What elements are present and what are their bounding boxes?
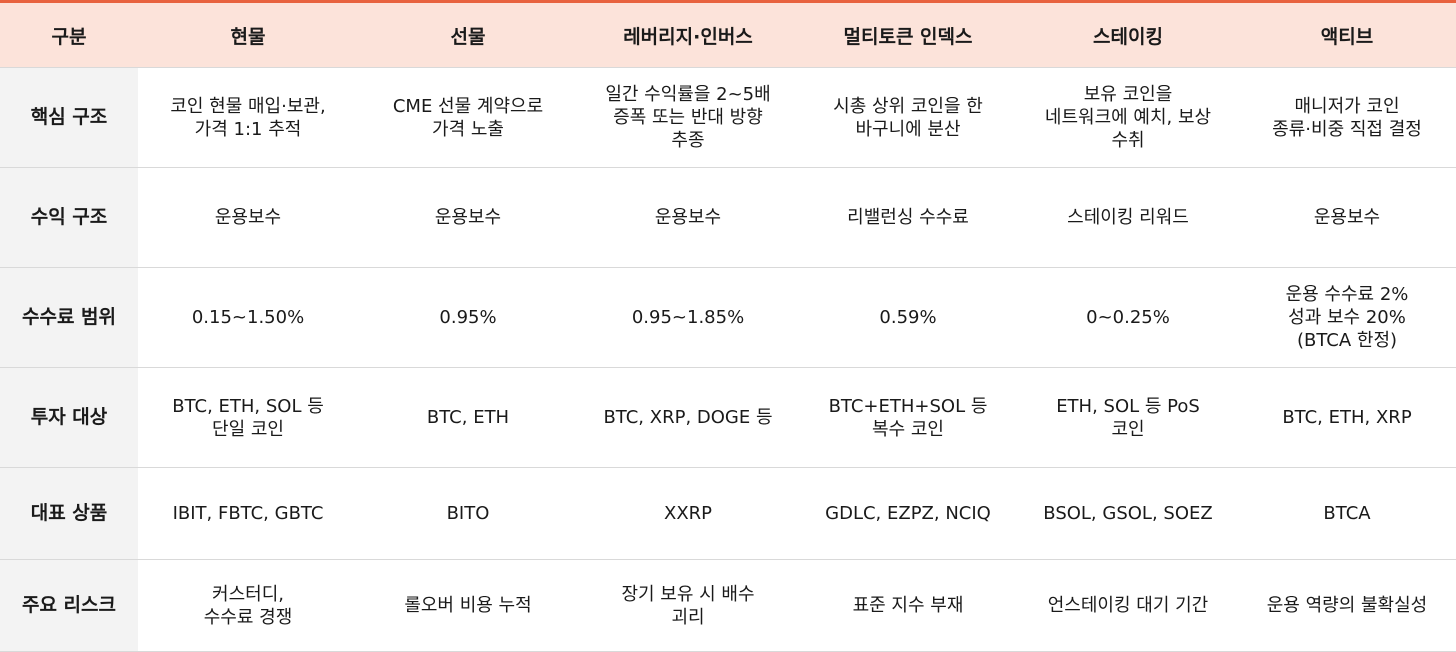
table-cell: BITO <box>358 467 578 560</box>
table-cell: BTCA <box>1238 467 1456 560</box>
table-cell: BTC, ETH <box>358 367 578 468</box>
table-cell: 일간 수익률을 2~5배 증폭 또는 반대 방향 추종 <box>578 67 798 168</box>
table-cell: 0.59% <box>798 267 1018 368</box>
header-staking: 스테이킹 <box>1018 0 1238 68</box>
table-row: 핵심 구조 코인 현물 매입·보관, 가격 1:1 추적 CME 선물 계약으로… <box>0 67 1456 168</box>
table-cell: 운용 역량의 불확실성 <box>1238 559 1456 652</box>
row-label-investment-target: 투자 대상 <box>0 367 138 468</box>
header-active: 액티브 <box>1238 0 1456 68</box>
header-spot: 현물 <box>138 0 358 68</box>
table-cell: 보유 코인을 네트워크에 예치, 보상 수취 <box>1018 67 1238 168</box>
table-row: 투자 대상 BTC, ETH, SOL 등 단일 코인 BTC, ETH BTC… <box>0 367 1456 468</box>
table-cell: BSOL, GSOL, SOEZ <box>1018 467 1238 560</box>
table-cell: 롤오버 비용 누적 <box>358 559 578 652</box>
table-cell: 표준 지수 부재 <box>798 559 1018 652</box>
row-label-fee-range: 수수료 범위 <box>0 267 138 368</box>
row-label-key-risks: 주요 리스크 <box>0 559 138 652</box>
table-cell: ETH, SOL 등 PoS 코인 <box>1018 367 1238 468</box>
table-cell: BTC, XRP, DOGE 등 <box>578 367 798 468</box>
table-cell: BTC, ETH, XRP <box>1238 367 1456 468</box>
table-cell: 매니저가 코인 종류·비중 직접 결정 <box>1238 67 1456 168</box>
table-cell: GDLC, EZPZ, NCIQ <box>798 467 1018 560</box>
table-cell: XXRP <box>578 467 798 560</box>
table-row: 수수료 범위 0.15~1.50% 0.95% 0.95~1.85% 0.59%… <box>0 267 1456 368</box>
table-cell: BTC+ETH+SOL 등 복수 코인 <box>798 367 1018 468</box>
table-cell: 운용보수 <box>578 167 798 268</box>
table-cell: IBIT, FBTC, GBTC <box>138 467 358 560</box>
table-cell: 운용 수수료 2% 성과 보수 20% (BTCA 한정) <box>1238 267 1456 368</box>
row-label-representative-products: 대표 상품 <box>0 467 138 560</box>
header-multi-token-index: 멀티토큰 인덱스 <box>798 0 1018 68</box>
table-cell: 운용보수 <box>358 167 578 268</box>
table-cell: 운용보수 <box>1238 167 1456 268</box>
table-cell: 운용보수 <box>138 167 358 268</box>
table-cell: 0.95~1.85% <box>578 267 798 368</box>
table-cell: 언스테이킹 대기 기간 <box>1018 559 1238 652</box>
table-cell: 코인 현물 매입·보관, 가격 1:1 추적 <box>138 67 358 168</box>
table-cell: 리밸런싱 수수료 <box>798 167 1018 268</box>
header-leverage-inverse: 레버리지·인버스 <box>578 0 798 68</box>
row-label-revenue-structure: 수익 구조 <box>0 167 138 268</box>
table-cell: 커스터디, 수수료 경쟁 <box>138 559 358 652</box>
header-category: 구분 <box>0 0 138 68</box>
table-row: 대표 상품 IBIT, FBTC, GBTC BITO XXRP GDLC, E… <box>0 467 1456 560</box>
table-row: 주요 리스크 커스터디, 수수료 경쟁 롤오버 비용 누적 장기 보유 시 배수… <box>0 559 1456 652</box>
table-cell: 장기 보유 시 배수 괴리 <box>578 559 798 652</box>
table-cell: 0.15~1.50% <box>138 267 358 368</box>
table-cell: 0.95% <box>358 267 578 368</box>
header-row: 구분 현물 선물 레버리지·인버스 멀티토큰 인덱스 스테이킹 액티브 <box>0 0 1456 68</box>
table-row: 수익 구조 운용보수 운용보수 운용보수 리밸런싱 수수료 스테이킹 리워드 운… <box>0 167 1456 268</box>
table-cell: 시총 상위 코인을 한 바구니에 분산 <box>798 67 1018 168</box>
table-cell: 0~0.25% <box>1018 267 1238 368</box>
header-futures: 선물 <box>358 0 578 68</box>
table-cell: BTC, ETH, SOL 등 단일 코인 <box>138 367 358 468</box>
table-cell: CME 선물 계약으로 가격 노출 <box>358 67 578 168</box>
row-label-core-structure: 핵심 구조 <box>0 67 138 168</box>
table-cell: 스테이킹 리워드 <box>1018 167 1238 268</box>
